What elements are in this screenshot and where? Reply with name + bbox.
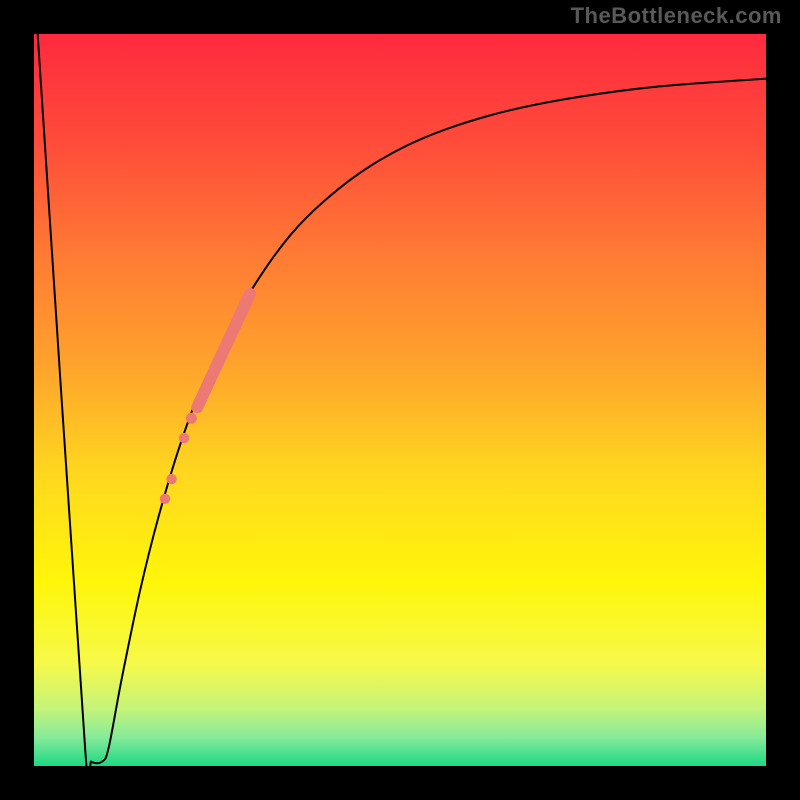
highlight-segment [197,294,250,407]
highlight-dot [166,474,176,484]
bottleneck-curve [38,34,766,800]
highlight-dot [179,433,189,443]
curve-overlay [0,0,800,800]
highlight-dot [160,494,170,504]
highlight-dot [186,413,197,424]
